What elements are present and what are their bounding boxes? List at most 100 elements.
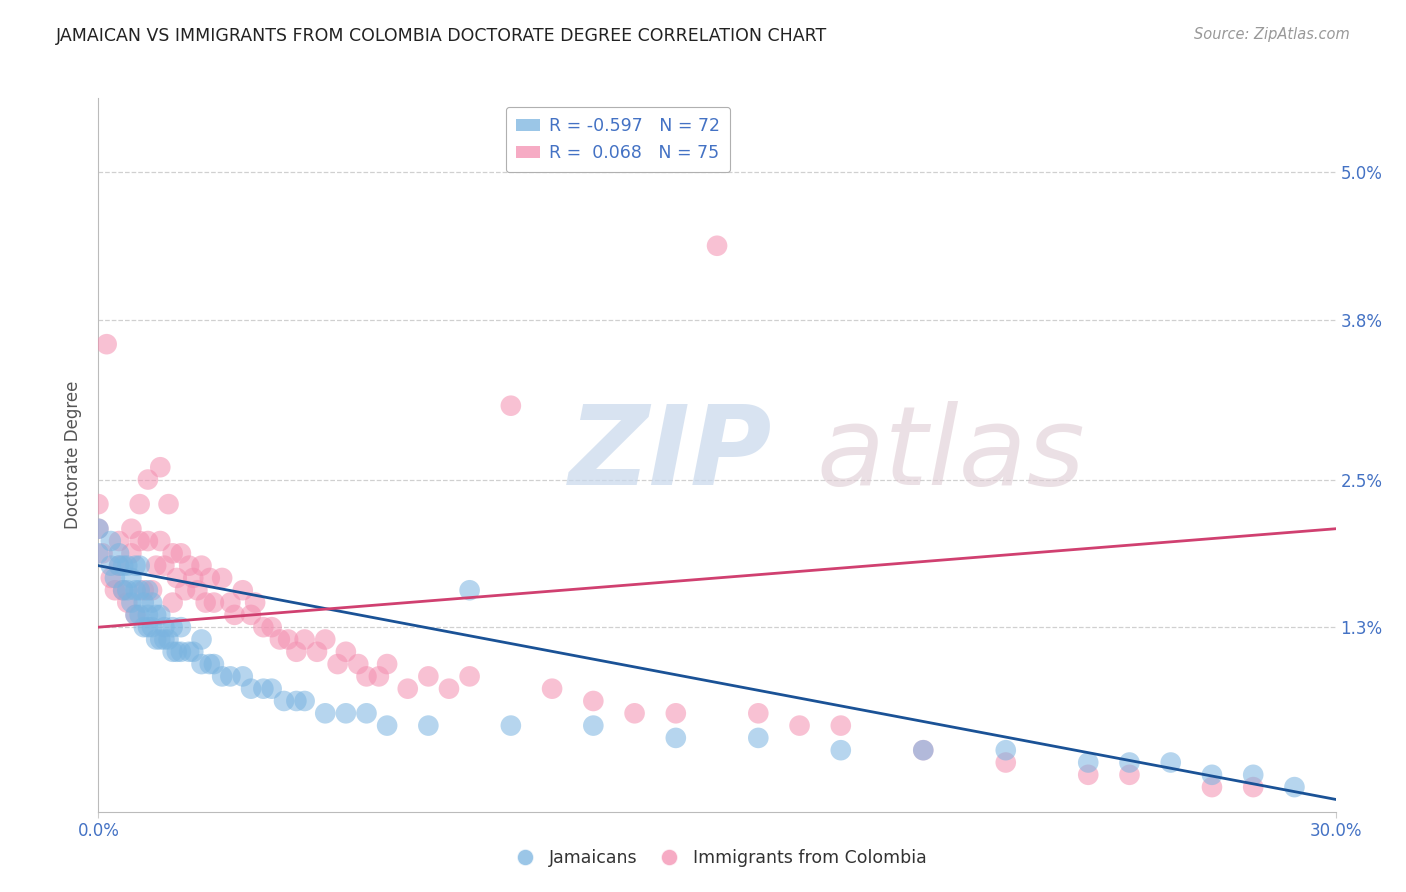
Text: ZIP: ZIP: [568, 401, 772, 508]
Point: [347, 657, 370, 671]
Point: [305, 645, 328, 659]
Point: [149, 607, 172, 622]
Point: [132, 596, 155, 610]
Point: [211, 669, 233, 683]
Point: [418, 669, 440, 683]
Point: [582, 694, 605, 708]
Point: [124, 558, 146, 573]
Point: [232, 669, 254, 683]
Point: [830, 718, 852, 732]
Y-axis label: Doctorate Degree: Doctorate Degree: [65, 381, 83, 529]
Point: [100, 571, 122, 585]
Point: [104, 571, 127, 585]
Point: [153, 558, 176, 573]
Point: [166, 571, 188, 585]
Point: [157, 632, 180, 647]
Point: [181, 645, 204, 659]
Point: [541, 681, 564, 696]
Point: [747, 706, 769, 721]
Point: [335, 706, 357, 721]
Point: [136, 534, 159, 549]
Point: [240, 681, 263, 696]
Point: [1118, 756, 1140, 770]
Point: [912, 743, 935, 757]
Point: [128, 583, 150, 598]
Point: [665, 706, 688, 721]
Point: [120, 522, 142, 536]
Point: [789, 718, 811, 732]
Point: [128, 607, 150, 622]
Point: [162, 620, 184, 634]
Point: [356, 669, 378, 683]
Point: [499, 718, 522, 732]
Point: [252, 620, 274, 634]
Point: [1201, 780, 1223, 794]
Point: [190, 558, 212, 573]
Point: [458, 669, 481, 683]
Point: [149, 632, 172, 647]
Legend: Jamaicans, Immigrants from Colombia: Jamaicans, Immigrants from Colombia: [501, 843, 934, 874]
Point: [202, 657, 225, 671]
Point: [96, 337, 118, 351]
Point: [108, 558, 131, 573]
Point: [87, 522, 110, 536]
Point: [314, 632, 336, 647]
Point: [132, 620, 155, 634]
Point: [623, 706, 645, 721]
Point: [260, 681, 283, 696]
Point: [314, 706, 336, 721]
Point: [108, 534, 131, 549]
Point: [1077, 756, 1099, 770]
Point: [141, 596, 163, 610]
Point: [145, 558, 167, 573]
Point: [335, 645, 357, 659]
Point: [162, 596, 184, 610]
Point: [136, 620, 159, 634]
Legend: R = -0.597   N = 72, R =  0.068   N = 75: R = -0.597 N = 72, R = 0.068 N = 75: [506, 107, 731, 172]
Point: [128, 497, 150, 511]
Point: [179, 645, 201, 659]
Point: [243, 596, 266, 610]
Point: [136, 473, 159, 487]
Point: [830, 743, 852, 757]
Point: [170, 645, 193, 659]
Point: [458, 583, 481, 598]
Point: [269, 632, 291, 647]
Point: [170, 620, 193, 634]
Point: [418, 718, 440, 732]
Text: Source: ZipAtlas.com: Source: ZipAtlas.com: [1194, 27, 1350, 42]
Point: [170, 546, 193, 560]
Point: [186, 583, 208, 598]
Point: [285, 694, 308, 708]
Point: [285, 645, 308, 659]
Point: [912, 743, 935, 757]
Point: [1241, 768, 1264, 782]
Point: [124, 607, 146, 622]
Point: [100, 558, 122, 573]
Point: [706, 239, 728, 253]
Point: [198, 657, 221, 671]
Point: [162, 546, 184, 560]
Text: atlas: atlas: [815, 401, 1084, 508]
Point: [100, 534, 122, 549]
Point: [153, 620, 176, 634]
Point: [124, 583, 146, 598]
Point: [260, 620, 283, 634]
Point: [294, 632, 316, 647]
Point: [1077, 768, 1099, 782]
Point: [120, 596, 142, 610]
Point: [117, 558, 139, 573]
Point: [277, 632, 299, 647]
Point: [665, 731, 688, 745]
Point: [136, 607, 159, 622]
Point: [190, 632, 212, 647]
Point: [224, 607, 246, 622]
Point: [153, 632, 176, 647]
Point: [375, 657, 398, 671]
Point: [141, 620, 163, 634]
Point: [219, 596, 242, 610]
Point: [202, 596, 225, 610]
Point: [149, 460, 172, 475]
Point: [396, 681, 419, 696]
Point: [198, 571, 221, 585]
